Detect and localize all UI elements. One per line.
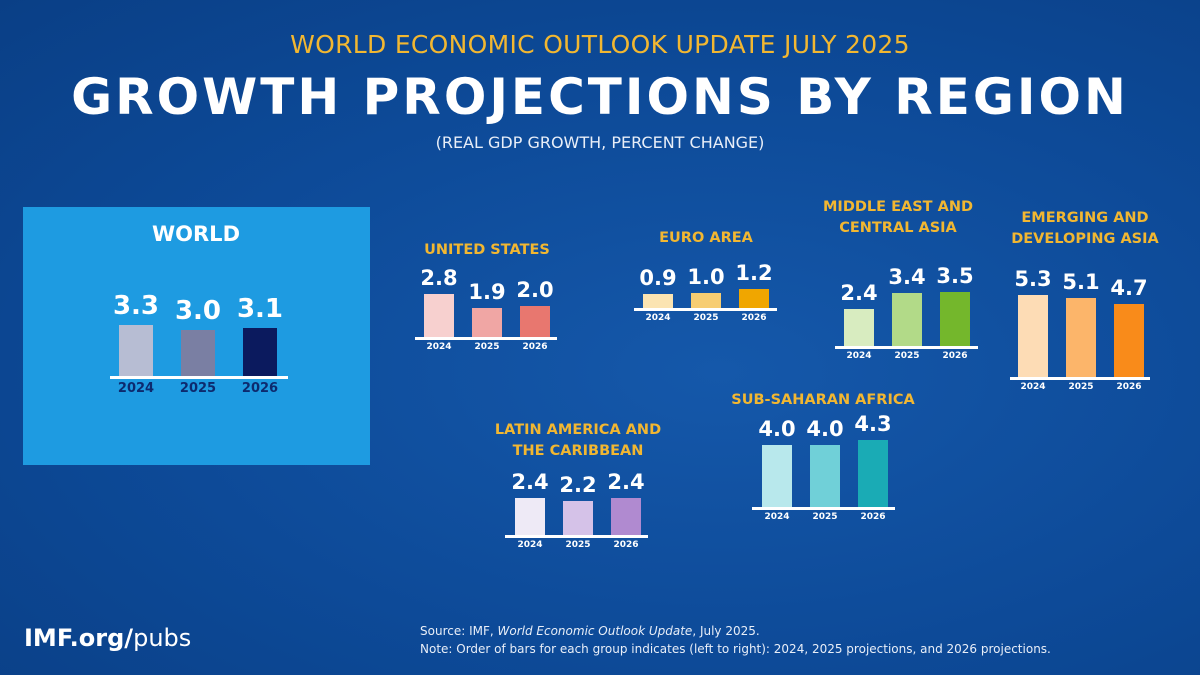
bar-2025 bbox=[810, 445, 840, 507]
x-tick-label: 2026 bbox=[613, 540, 639, 550]
bar-2025 bbox=[472, 307, 502, 337]
bar-2026 bbox=[940, 291, 970, 346]
x-tick-label: 2025 bbox=[565, 540, 591, 550]
x-tick-label: 2024 bbox=[645, 313, 671, 323]
x-tick-label: 2026 bbox=[241, 381, 279, 396]
bar-order-note: Note: Order of bars for each group indic… bbox=[420, 642, 1051, 656]
data-label: 3.0 bbox=[174, 295, 222, 326]
bar-2025 bbox=[691, 292, 721, 308]
panel-title-united-states: UNITED STATES bbox=[424, 242, 550, 258]
source-prefix: Source: IMF, bbox=[420, 624, 498, 638]
x-tick-label: 2024 bbox=[117, 381, 155, 396]
bar-2026 bbox=[739, 289, 769, 308]
x-tick-label: 2025 bbox=[693, 313, 719, 323]
bar-2024 bbox=[424, 293, 454, 337]
data-label: 2.4 bbox=[840, 280, 878, 305]
bar-2026 bbox=[243, 327, 277, 376]
x-tick-label: 2024 bbox=[846, 351, 872, 361]
page-title: GROWTH PROJECTIONS BY REGION bbox=[71, 68, 1129, 126]
bar-2024 bbox=[762, 445, 792, 507]
x-tick-label: 2026 bbox=[522, 342, 548, 352]
panel-title-middle-east-central-asia: MIDDLE EAST AND CENTRAL ASIA bbox=[823, 199, 973, 236]
panel-title-sub-saharan-africa: SUB-SAHARAN AFRICA bbox=[731, 392, 915, 408]
x-tick-label: 2026 bbox=[741, 313, 767, 323]
panel-title-euro-area: EURO AREA bbox=[659, 230, 753, 246]
bar-2026 bbox=[611, 497, 641, 535]
bar-2026 bbox=[858, 440, 888, 507]
data-label: 2.4 bbox=[511, 469, 549, 494]
x-tick-label: 2025 bbox=[894, 351, 920, 361]
data-label: 1.9 bbox=[468, 279, 506, 304]
logo-light: pubs bbox=[133, 624, 192, 652]
bar-2024 bbox=[119, 324, 153, 376]
bar-2024 bbox=[515, 497, 545, 535]
bar-2024 bbox=[1018, 294, 1048, 377]
data-label: 1.2 bbox=[735, 261, 773, 286]
bar-2025 bbox=[892, 293, 922, 346]
imf-pubs-link[interactable]: IMF.org/pubs bbox=[24, 624, 191, 652]
x-tick-label: 2024 bbox=[764, 512, 790, 522]
baseline bbox=[505, 535, 648, 538]
bar-2024 bbox=[643, 294, 673, 308]
x-tick-label: 2026 bbox=[1116, 382, 1142, 392]
logo-bold: IMF.org/ bbox=[24, 624, 134, 652]
x-tick-label: 2025 bbox=[812, 512, 838, 522]
bar-2025 bbox=[563, 500, 593, 535]
bar-2025 bbox=[181, 329, 215, 376]
data-label: 2.8 bbox=[420, 265, 458, 290]
source-suffix: , July 2025. bbox=[692, 624, 760, 638]
x-tick-label: 2026 bbox=[942, 351, 968, 361]
baseline bbox=[634, 308, 777, 311]
panel-title-world: WORLD bbox=[152, 222, 240, 246]
data-label: 3.4 bbox=[888, 265, 926, 290]
baseline bbox=[1010, 377, 1150, 380]
data-label: 3.3 bbox=[112, 290, 160, 321]
x-tick-label: 2024 bbox=[517, 540, 543, 550]
x-tick-label: 2025 bbox=[474, 342, 500, 352]
data-label: 2.2 bbox=[559, 472, 597, 497]
source-note: Source: IMF, World Economic Outlook Upda… bbox=[420, 624, 760, 638]
data-label: 4.7 bbox=[1110, 276, 1148, 301]
panel-title-emerging-developing-asia: EMERGING AND DEVELOPING ASIA bbox=[1011, 210, 1159, 247]
data-label: 0.9 bbox=[639, 266, 677, 291]
x-tick-label: 2025 bbox=[179, 381, 217, 396]
data-label: 4.0 bbox=[758, 417, 796, 441]
x-tick-label: 2025 bbox=[1068, 382, 1094, 392]
baseline bbox=[835, 346, 978, 349]
x-tick-label: 2024 bbox=[1020, 382, 1046, 392]
supertitle: WORLD ECONOMIC OUTLOOK UPDATE JULY 2025 bbox=[290, 30, 910, 59]
subtitle: (REAL GDP GROWTH, PERCENT CHANGE) bbox=[435, 133, 765, 152]
bar-2025 bbox=[1066, 297, 1096, 377]
data-label: 5.1 bbox=[1062, 269, 1100, 294]
baseline bbox=[110, 376, 288, 379]
data-label: 5.3 bbox=[1014, 266, 1052, 291]
bar-2026 bbox=[1114, 304, 1144, 377]
x-tick-label: 2026 bbox=[860, 512, 886, 522]
baseline bbox=[752, 507, 895, 510]
data-label: 4.3 bbox=[854, 412, 892, 437]
bar-2024 bbox=[844, 308, 874, 346]
data-label: 3.5 bbox=[936, 263, 974, 288]
x-tick-label: 2024 bbox=[426, 342, 452, 352]
source-title: World Economic Outlook Update bbox=[497, 624, 693, 638]
bar-2026 bbox=[520, 306, 550, 337]
data-label: 1.0 bbox=[687, 264, 725, 289]
data-label: 3.1 bbox=[236, 293, 284, 324]
data-label: 4.0 bbox=[806, 417, 844, 441]
panel-title-latin-america-caribbean: LATIN AMERICA AND THE CARIBBEAN bbox=[494, 422, 662, 459]
data-label: 2.0 bbox=[516, 278, 554, 302]
data-label: 2.4 bbox=[607, 469, 645, 494]
baseline bbox=[415, 337, 557, 340]
